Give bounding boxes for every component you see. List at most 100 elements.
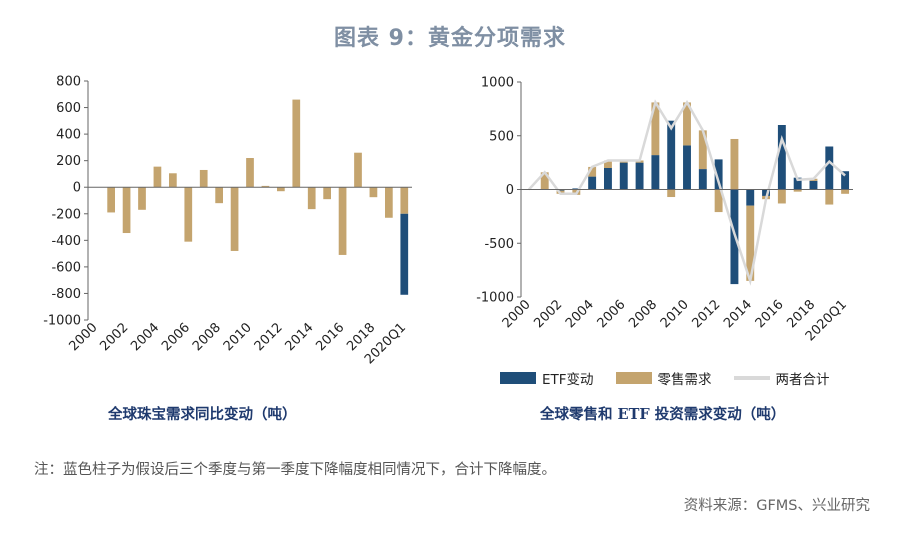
- x-tick-label: 2016: [313, 320, 347, 354]
- retail-etf-demand-chart: -1000-5000500100020002002200420062008201…: [476, 76, 853, 344]
- bar-retail: [588, 166, 597, 177]
- y-tick-label: -1000: [43, 314, 81, 329]
- x-tick-label: 2002: [97, 320, 131, 354]
- x-tick-label: 2008: [190, 320, 224, 354]
- x-tick-label: 2014: [283, 320, 317, 354]
- bar-jewelry: [338, 187, 347, 255]
- legend-label-total: 两者合计: [775, 372, 830, 388]
- y-tick-label: 200: [56, 154, 81, 169]
- bar-retail: [746, 205, 755, 281]
- y-tick-label: 400: [56, 128, 81, 143]
- bar-jewelry: [323, 187, 331, 200]
- y-tick-label: 800: [56, 75, 81, 90]
- bar-etf: [809, 180, 818, 190]
- bar-jewelry: [138, 187, 146, 210]
- bar-jewelry: [292, 99, 301, 188]
- legend-item-total: 两者合计: [733, 368, 830, 388]
- bar-retail: [777, 189, 786, 204]
- bar-jewelry: [261, 185, 270, 188]
- bar-jewelry: [122, 187, 131, 234]
- bar-etf: [714, 159, 723, 190]
- bar-retail: [714, 189, 723, 213]
- bar-etf: [619, 162, 628, 190]
- bar-etf: [588, 176, 597, 190]
- bar-etf: [556, 189, 565, 191]
- y-tick-label: 600: [56, 101, 81, 116]
- y-tick-label: -1000: [476, 291, 514, 306]
- bar-retail: [793, 189, 802, 192]
- x-tick-label: 2012: [689, 297, 723, 331]
- bar-jewelry: [107, 187, 115, 213]
- x-tick-label: 2008: [626, 297, 660, 331]
- bar-jewelry: [169, 173, 177, 188]
- bar-etf: [746, 189, 755, 206]
- bar-etf: [777, 125, 786, 190]
- bar-jewelry: [277, 187, 285, 192]
- legend-swatch-etf: [500, 372, 536, 384]
- y-tick-label: 0: [506, 183, 514, 198]
- legend-label-etf: ETF变动: [542, 372, 594, 388]
- x-tick-label: 2004: [563, 297, 597, 331]
- bar-jewelry: [230, 187, 239, 251]
- x-tick-label: 2016: [753, 297, 787, 331]
- bar-retail: [540, 172, 549, 190]
- x-tick-label: 2012: [252, 320, 286, 354]
- bar-retail: [604, 160, 612, 168]
- bar-jewelry: [184, 187, 193, 242]
- y-tick-label: -200: [51, 207, 81, 222]
- bar-etf: [841, 171, 850, 190]
- legend-swatch-retail: [615, 372, 652, 384]
- bar-jewelry: [354, 152, 362, 188]
- bar-retail: [841, 189, 850, 194]
- bar-jewelry: [307, 187, 316, 210]
- figure-title: 图表 9：黄金分项需求: [334, 26, 566, 51]
- bar-jewelry: [246, 158, 254, 188]
- legend-label-retail: 零售需求: [657, 372, 712, 388]
- bar-retail: [698, 130, 707, 170]
- right-chart-caption: 全球零售和 ETF 投资需求变动（吨）: [540, 406, 786, 423]
- footnote: 注：蓝色柱子为假设后三个季度与第一季度下降幅度相同情况下，合计下降幅度。: [34, 462, 556, 478]
- bar-jewelry: [199, 169, 208, 188]
- bar-jewelry: [153, 166, 162, 188]
- x-tick-label: 2004: [128, 320, 162, 354]
- bar-etf: [762, 189, 770, 196]
- bar-etf: [825, 146, 834, 190]
- y-tick-label: -400: [51, 234, 81, 249]
- bar-retail: [683, 102, 691, 146]
- bar-etf: [635, 162, 644, 190]
- x-tick-label: 2010: [658, 297, 692, 331]
- bar-retail: [825, 189, 834, 205]
- x-tick-label: 2010: [221, 320, 255, 354]
- legend-item-etf: ETF变动: [500, 368, 594, 388]
- x-tick-label: 2006: [595, 297, 629, 331]
- bar-jewelry: [400, 187, 409, 214]
- y-tick-label: 500: [489, 129, 514, 144]
- bar-etf: [651, 155, 660, 190]
- bar-retail: [651, 102, 660, 156]
- y-tick-label: -500: [484, 237, 514, 252]
- bar-jewelry: [369, 187, 378, 198]
- right-chart-legend: ETF变动 零售需求 两者合计: [500, 368, 852, 388]
- legend-item-retail: 零售需求: [615, 368, 712, 388]
- left-chart-caption: 全球珠宝需求同比变动（吨）: [108, 406, 297, 423]
- bar-etf: [793, 177, 802, 190]
- bar-etf: [683, 145, 691, 190]
- x-tick-label: 2006: [159, 320, 193, 354]
- bar-etf: [667, 120, 676, 190]
- x-tick-label: 2002: [531, 297, 565, 331]
- legend-swatch-total: [733, 376, 770, 380]
- y-tick-label: 1000: [481, 76, 514, 91]
- bar-jewelry: [385, 187, 393, 218]
- source-note: 资料来源：GFMS、兴业研究: [683, 498, 870, 514]
- bar-etf: [604, 168, 612, 190]
- y-tick-label: -600: [51, 260, 81, 275]
- bar-assumed-decline: [400, 213, 409, 295]
- bar-retail: [730, 138, 739, 190]
- bar-jewelry: [215, 187, 223, 204]
- x-tick-label: 2014: [721, 297, 755, 331]
- bar-etf: [698, 169, 707, 190]
- jewelry-demand-chart: -1000-800-600-400-2000200400600800200020…: [43, 75, 412, 367]
- bar-retail: [667, 189, 676, 198]
- line-total: [527, 99, 846, 286]
- bar-etf: [572, 188, 581, 190]
